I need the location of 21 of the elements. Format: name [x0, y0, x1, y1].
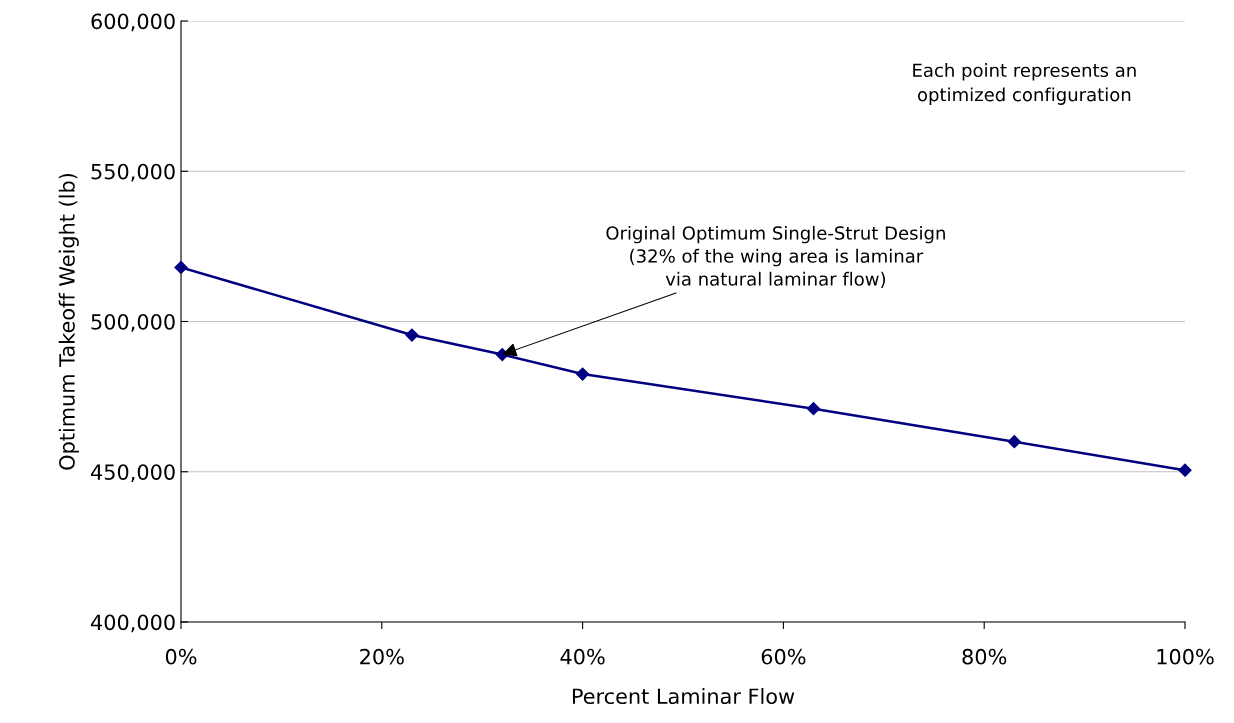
point [1007, 435, 1021, 449]
annotation: Original Optimum Single-Strut Design (32% of the wing area is laminar via natural laminar flow) [606, 225, 945, 288]
x-tick-label: 80% [962, 648, 1007, 665]
x-tick-label: 20% [360, 648, 404, 665]
y-axis-title: Optimum Takeoff Weight (lb) [58, 173, 79, 470]
point [405, 328, 419, 342]
point [806, 402, 821, 416]
x-tick-label: 40% [560, 648, 605, 665]
y-tick-label: 600,000 [91, 13, 175, 32]
x-tick-label: 60% [761, 648, 806, 665]
point [174, 260, 188, 274]
y-tick-label: 500,000 [91, 313, 175, 332]
point [1178, 463, 1192, 477]
annotation: Each point represents an optimized configuration [913, 63, 1136, 105]
x-axis-title: Percent Laminar Flow [572, 688, 795, 705]
y-tick-label: 400,000 [91, 614, 175, 633]
x-tick-label: 0% [165, 648, 197, 665]
point [576, 367, 590, 381]
y-tick-label: 450,000 [91, 464, 175, 483]
y-tick-label: 550,000 [91, 163, 175, 182]
x-tick-label: 100% [1157, 648, 1214, 665]
